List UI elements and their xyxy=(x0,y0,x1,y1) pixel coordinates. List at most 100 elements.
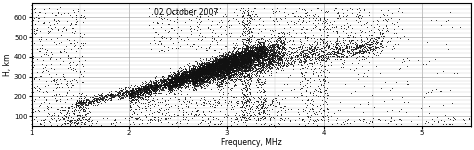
Point xyxy=(196,77,203,80)
Point xyxy=(342,45,349,47)
Point xyxy=(128,94,135,96)
Point xyxy=(46,56,54,59)
Point xyxy=(47,51,55,53)
Point xyxy=(244,63,251,65)
Point xyxy=(126,114,134,117)
Point xyxy=(179,84,187,86)
Point xyxy=(170,84,178,86)
Point xyxy=(211,60,219,62)
Point xyxy=(180,72,187,74)
Point xyxy=(253,50,261,53)
Point xyxy=(153,86,161,88)
Point xyxy=(137,93,144,95)
Point xyxy=(219,66,227,69)
Point xyxy=(207,74,215,76)
Point xyxy=(184,113,192,115)
Point xyxy=(258,46,266,48)
Point xyxy=(196,79,204,81)
Point xyxy=(323,93,331,96)
Point xyxy=(308,53,316,55)
Point xyxy=(183,43,191,45)
Point xyxy=(255,56,263,59)
Point xyxy=(193,65,201,68)
Point xyxy=(236,58,244,61)
Point xyxy=(387,117,394,119)
Point xyxy=(178,83,186,86)
Point xyxy=(309,47,316,50)
Point xyxy=(218,80,225,82)
Point xyxy=(225,62,233,64)
Point xyxy=(178,72,186,75)
Point xyxy=(243,111,250,113)
Point xyxy=(211,62,219,64)
Point xyxy=(199,73,206,76)
Point xyxy=(205,67,212,69)
Point xyxy=(239,103,247,106)
Point xyxy=(169,84,176,86)
Point xyxy=(90,100,98,102)
Point xyxy=(175,72,183,74)
Point xyxy=(174,75,182,78)
Point xyxy=(204,72,211,74)
Point xyxy=(220,58,228,61)
Point xyxy=(348,7,356,10)
Point xyxy=(164,108,172,110)
Point xyxy=(239,59,246,62)
Point xyxy=(193,75,201,77)
Point xyxy=(201,69,209,72)
Point xyxy=(235,63,243,66)
Point xyxy=(201,66,209,69)
Point xyxy=(205,76,213,79)
Point xyxy=(97,94,104,97)
Point xyxy=(249,44,256,46)
Point xyxy=(246,99,254,102)
Point xyxy=(237,63,245,66)
Point xyxy=(231,62,239,64)
Point xyxy=(248,49,255,52)
Point xyxy=(365,51,372,53)
Point xyxy=(229,96,237,98)
Point xyxy=(81,113,89,115)
Point xyxy=(184,64,192,66)
Point xyxy=(360,46,367,48)
Point xyxy=(219,65,227,67)
Point xyxy=(214,74,221,77)
Point xyxy=(228,63,236,65)
Point xyxy=(198,69,206,71)
Point xyxy=(230,62,238,64)
Point xyxy=(310,37,318,40)
Point xyxy=(304,55,311,58)
Point xyxy=(207,63,214,65)
Point xyxy=(269,55,277,57)
Point xyxy=(272,42,280,44)
Point xyxy=(232,64,239,67)
Point xyxy=(170,76,178,78)
Point xyxy=(210,64,217,66)
Point xyxy=(319,116,327,119)
Point xyxy=(155,84,163,86)
Point xyxy=(82,118,90,120)
Point xyxy=(277,58,284,60)
Point xyxy=(169,76,176,78)
Point xyxy=(313,51,321,53)
Point xyxy=(142,95,150,98)
Point xyxy=(239,53,246,55)
Point xyxy=(177,79,185,81)
Point xyxy=(216,77,224,80)
Point xyxy=(242,116,249,118)
Point xyxy=(216,65,224,68)
Point xyxy=(171,81,178,84)
Point xyxy=(335,14,343,16)
Point xyxy=(211,61,219,64)
Point xyxy=(256,71,264,74)
Point xyxy=(324,47,332,49)
Point xyxy=(78,92,86,94)
Point xyxy=(198,76,206,79)
Point xyxy=(210,68,217,70)
Point xyxy=(185,80,193,82)
Point xyxy=(226,58,234,60)
Point xyxy=(202,68,210,70)
Point xyxy=(151,91,159,93)
Point xyxy=(224,60,231,62)
Point xyxy=(185,62,192,64)
